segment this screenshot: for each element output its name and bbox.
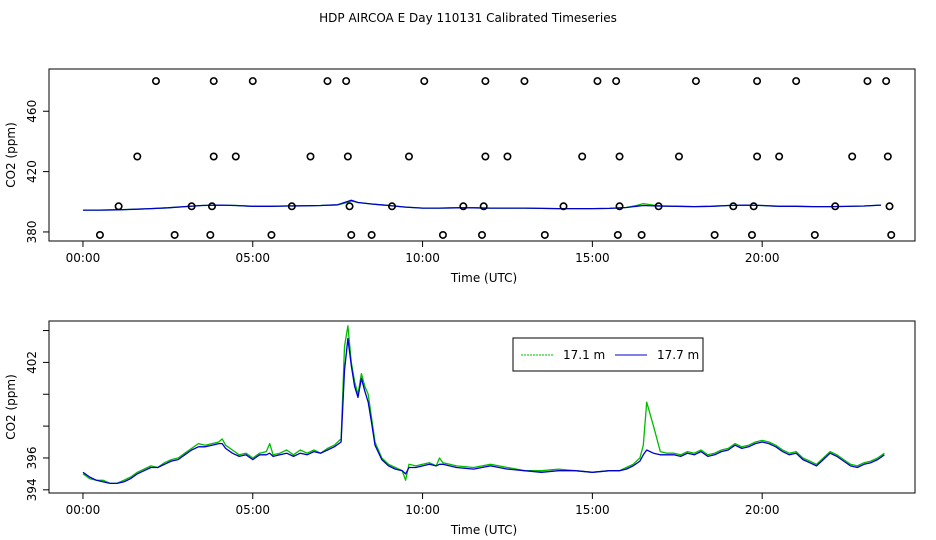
y-tick-label: 460 [25, 100, 39, 123]
calibration-point [747, 230, 756, 239]
calibration-point [306, 152, 315, 161]
x-tick-label: 05:00 [235, 251, 270, 265]
calibration-point [287, 202, 296, 211]
calibration-point [615, 152, 624, 161]
series-line-0 [82, 325, 885, 485]
legend: 17.1 m 17.7 m [512, 337, 704, 372]
legend-box [512, 337, 704, 372]
calibration-point [479, 202, 488, 211]
calibration-point [863, 77, 872, 86]
bottom-y-axis: 394 396 402 [25, 330, 49, 501]
x-tick-label: 10:00 [405, 503, 440, 517]
bottom-y-axis-label: CO2 (ppm) [4, 374, 18, 440]
top-panel: 00:00 05:00 10:00 15:00 20:00 380 420 460 Time… [4, 68, 916, 285]
calibration-point [729, 202, 738, 211]
calibration-point [459, 202, 468, 211]
x-tick-label: 05:00 [235, 503, 270, 517]
calibration-point [114, 202, 123, 211]
calibration-point [404, 152, 413, 161]
calibration-point [208, 202, 217, 211]
x-tick-label: 20:00 [745, 503, 780, 517]
calibration-point [367, 230, 376, 239]
calibration-point [323, 77, 332, 86]
top-y-axis-label: CO2 (ppm) [4, 122, 18, 188]
calibration-point [342, 77, 351, 86]
calibration-point [133, 152, 142, 161]
x-tick-label: 10:00 [405, 251, 440, 265]
calibration-point [615, 202, 624, 211]
calibration-point [267, 230, 276, 239]
calibration-point [887, 230, 896, 239]
calibration-point [885, 202, 894, 211]
y-tick-label: 420 [25, 160, 39, 183]
calibration-point [388, 202, 397, 211]
calibration-point [209, 152, 218, 161]
calibration-point [347, 230, 356, 239]
series-line-1 [82, 337, 885, 485]
calibration-point [775, 152, 784, 161]
top-x-axis-label: Time (UTC) [450, 271, 517, 285]
calibration-point [674, 152, 683, 161]
calibration-point [151, 77, 160, 86]
calibration-point [831, 202, 840, 211]
calibration-point [438, 230, 447, 239]
calibration-point [749, 202, 758, 211]
calibration-point [613, 230, 622, 239]
calibration-point [481, 152, 490, 161]
calibration-point [612, 77, 621, 86]
calibration-point [343, 152, 352, 161]
calibration-point [209, 77, 218, 86]
calibration-point [654, 202, 663, 211]
calibration-point [810, 230, 819, 239]
top-x-axis: 00:00 05:00 10:00 15:00 20:00 [66, 240, 780, 265]
x-tick-label: 00:00 [66, 251, 101, 265]
top-y-axis: 380 420 460 [25, 100, 49, 243]
chart-title: HDP AIRCOA E Day 110131 Calibrated Times… [319, 11, 617, 25]
bottom-x-axis-label: Time (UTC) [450, 523, 517, 537]
bottom-series-group [82, 325, 885, 485]
calibration-point [792, 77, 801, 86]
x-tick-label: 15:00 [575, 503, 610, 517]
calibration-point [420, 77, 429, 86]
y-tick-label: 396 [25, 447, 39, 470]
calibration-point [520, 77, 529, 86]
bottom-x-axis: 00:00 05:00 10:00 15:00 20:00 [66, 492, 780, 517]
calibration-point [753, 152, 762, 161]
calibration-point [95, 230, 104, 239]
y-tick-label: 380 [25, 220, 39, 243]
calibration-point [578, 152, 587, 161]
calibration-point [540, 230, 549, 239]
calibration-point [883, 152, 892, 161]
calibration-point [848, 152, 857, 161]
y-tick-label: 394 [25, 478, 39, 501]
calibration-point [187, 202, 196, 211]
x-tick-label: 20:00 [745, 251, 780, 265]
calibration-point [206, 230, 215, 239]
x-tick-label: 15:00 [575, 251, 610, 265]
top-calibration-points [95, 77, 896, 239]
calibration-point [882, 77, 891, 86]
calibration-point [231, 152, 240, 161]
x-tick-label: 00:00 [66, 503, 101, 517]
calibration-point [345, 202, 354, 211]
y-tick-label: 402 [25, 351, 39, 374]
legend-label-17-1: 17.1 m [563, 348, 605, 362]
bottom-panel: 00:00 05:00 10:00 15:00 20:00 394 396 402 Time… [4, 320, 916, 537]
legend-label-17-7: 17.7 m [657, 348, 699, 362]
calibration-point [593, 77, 602, 86]
calibration-point [637, 230, 646, 239]
calibration-point [477, 230, 486, 239]
calibration-point [691, 77, 700, 86]
calibration-point [481, 77, 490, 86]
calibration-point [248, 77, 257, 86]
calibration-point [710, 230, 719, 239]
calibration-point [753, 77, 762, 86]
calibration-point [503, 152, 512, 161]
calibration-point [559, 202, 568, 211]
calibration-point [170, 230, 179, 239]
